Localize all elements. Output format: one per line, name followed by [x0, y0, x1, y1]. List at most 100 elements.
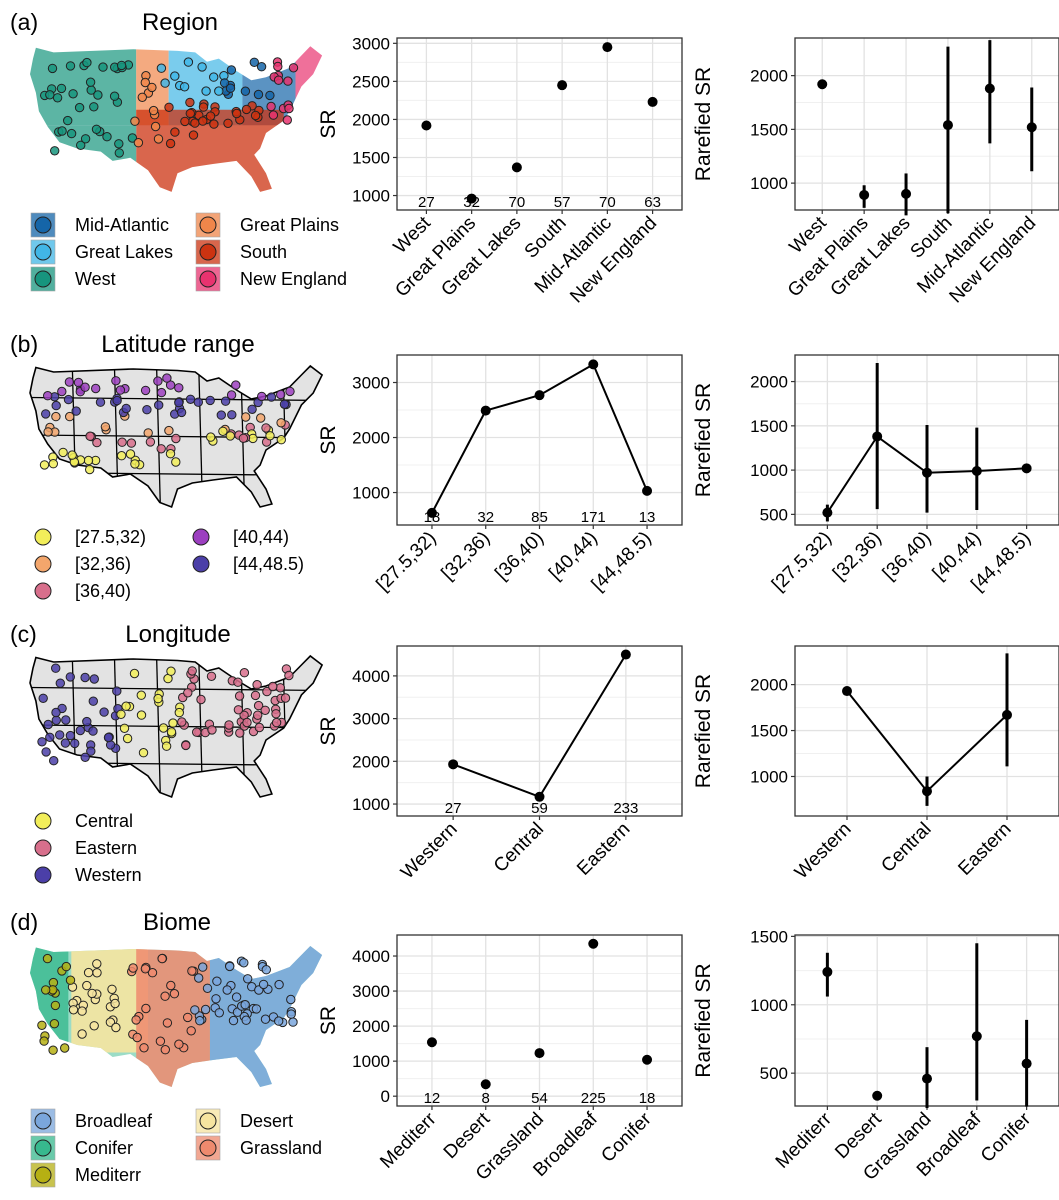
y-tick-label: 1500: [750, 417, 788, 436]
site-point: [276, 389, 286, 400]
panel-label: (d): [10, 909, 38, 935]
site-point: [160, 1045, 171, 1055]
sample-count-label: 27: [418, 194, 435, 211]
site-point: [51, 400, 61, 411]
us-map-3: [30, 946, 323, 1087]
site-point: [247, 404, 257, 414]
site-point: [205, 111, 216, 121]
map-legend: Mid-Atlantic Great Plains Great Lakes South…: [30, 212, 347, 292]
legend-swatch-point: [34, 270, 52, 288]
site-point: [138, 748, 149, 758]
y-tick-label: 500: [760, 505, 788, 524]
data-point: [421, 120, 432, 131]
site-point: [153, 376, 163, 386]
legend-label: [36,40): [75, 581, 131, 601]
site-point: [140, 385, 151, 396]
y-axis-label: Rarefied SR: [692, 963, 715, 1077]
data-point: [901, 188, 912, 199]
site-point: [165, 449, 176, 459]
data-point: [971, 465, 982, 476]
site-point: [283, 76, 293, 86]
site-point: [206, 432, 216, 442]
legend-swatch-point: [199, 270, 217, 288]
site-point: [216, 410, 227, 420]
x-tick-label: Eastern: [573, 819, 634, 880]
data-point: [426, 507, 437, 518]
sample-count-label: 13: [639, 509, 656, 526]
site-point: [285, 386, 295, 397]
region-band: [30, 46, 137, 126]
site-point: [98, 62, 108, 72]
site-point: [183, 1012, 193, 1023]
y-tick-label: 2000: [352, 1017, 390, 1036]
map-title: Latitude range: [101, 331, 254, 358]
site-point: [147, 968, 158, 978]
site-point: [130, 459, 140, 469]
site-point: [114, 148, 125, 158]
site-point: [139, 1043, 149, 1053]
site-point: [260, 1014, 271, 1024]
sample-count-label: 59: [531, 800, 548, 817]
legend-label: Eastern: [75, 838, 137, 858]
site-point: [185, 97, 195, 108]
site-point: [222, 985, 232, 995]
legend-label: Mediterr: [75, 1165, 141, 1185]
site-point: [89, 102, 99, 112]
site-point: [253, 89, 264, 100]
site-point: [116, 709, 126, 719]
site-point: [174, 383, 184, 393]
site-point: [48, 1045, 58, 1055]
site-point: [70, 738, 80, 749]
legend-label: Conifer: [75, 1138, 133, 1158]
site-point: [63, 394, 74, 405]
site-point: [82, 57, 92, 68]
site-point: [271, 709, 281, 719]
site-point: [186, 1026, 196, 1036]
sample-count-label: 171: [581, 509, 606, 526]
site-point: [284, 103, 294, 114]
site-point: [132, 1032, 142, 1043]
site-point: [286, 1009, 296, 1019]
data-point: [511, 162, 522, 173]
data-point: [817, 79, 828, 90]
site-point: [109, 91, 120, 101]
site-point: [68, 1005, 79, 1015]
site-point: [157, 953, 167, 964]
site-point: [164, 425, 174, 436]
legend-label: Great Plains: [240, 215, 339, 235]
site-point: [64, 377, 75, 387]
data-point: [859, 189, 870, 200]
legend-swatch-point: [199, 243, 217, 261]
site-point: [51, 663, 61, 673]
site-point: [226, 65, 237, 75]
site-point: [169, 989, 180, 999]
site-point: [257, 391, 267, 402]
y-tick-label: 2000: [750, 67, 788, 86]
data-point: [942, 120, 953, 131]
y-tick-label: 4000: [352, 667, 390, 686]
site-point: [183, 57, 194, 67]
site-point: [88, 696, 99, 706]
site-point: [235, 728, 245, 738]
site-point: [65, 411, 75, 422]
site-point: [225, 83, 236, 93]
site-point: [119, 723, 130, 733]
site-point: [262, 686, 272, 697]
site-point: [250, 110, 261, 121]
data-point: [534, 390, 545, 401]
site-point: [41, 409, 51, 419]
us-map-1: [29, 364, 324, 509]
site-point: [137, 92, 148, 103]
site-point: [209, 72, 219, 82]
site-point: [160, 78, 170, 88]
y-tick-label: 1000: [352, 1052, 390, 1071]
site-point: [241, 412, 251, 422]
site-point: [273, 61, 283, 72]
site-point: [234, 691, 245, 701]
site-point: [190, 1005, 200, 1015]
rarefied-sr-chart-2: 1000 1500 2000 Rarefied SR Western Central Eas…: [692, 645, 1059, 883]
site-point: [192, 727, 202, 737]
